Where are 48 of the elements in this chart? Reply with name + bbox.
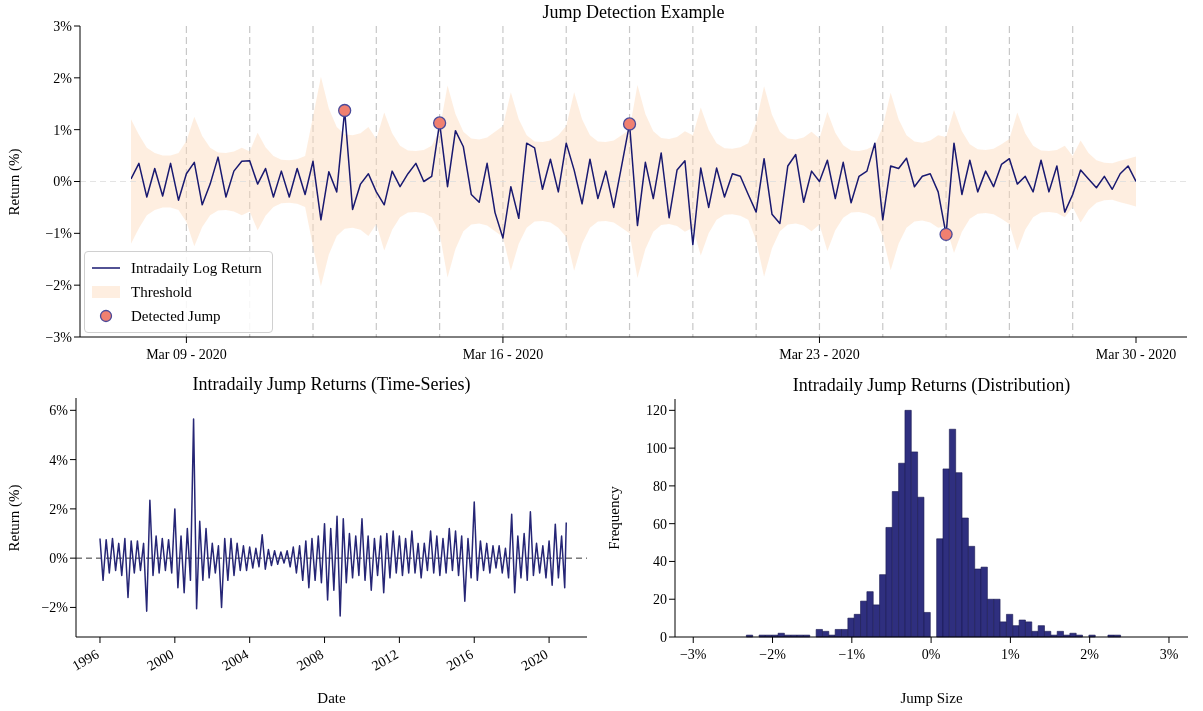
y-tick-label: 0% <box>49 551 69 567</box>
x-tick-label: −2% <box>759 647 787 662</box>
x-tick-label: 2004 <box>219 646 252 674</box>
y-axis-title: Frequency <box>605 486 622 550</box>
y-tick-label: −2% <box>41 600 69 616</box>
y-axis-title: Return (%) <box>5 147 22 216</box>
y-tick-label: 6% <box>49 403 69 419</box>
y-tick-label: 120 <box>646 403 667 419</box>
x-tick-label: −1% <box>838 647 866 662</box>
y-tick-label: 20 <box>653 592 667 608</box>
x-tick-label: 2008 <box>294 646 327 674</box>
y-tick-label: −3% <box>45 329 73 345</box>
x-axis-title: Jump Size <box>900 690 963 706</box>
x-tick-label: 1% <box>1001 647 1021 662</box>
x-tick-label: 2020 <box>518 646 551 674</box>
x-tick-label: 2016 <box>443 646 476 674</box>
chart-title: Intradaily Jump Returns (Distribution) <box>792 375 1071 395</box>
y-tick-label: 0% <box>53 174 73 190</box>
chart-title: Jump Detection Example <box>542 2 725 22</box>
y-tick-label: 100 <box>646 441 667 457</box>
x-tick-label: 3% <box>1159 647 1179 662</box>
y-tick-label: 3% <box>53 18 73 34</box>
x-tick-label: Mar 30 - 2020 <box>1095 347 1177 362</box>
legend-label: Detected Jump <box>131 307 221 325</box>
x-tick-label: 1996 <box>69 646 102 674</box>
y-axis-title: Return (%) <box>5 483 22 552</box>
x-tick-label: 2000 <box>144 646 177 674</box>
y-tick-label: 1% <box>53 122 73 138</box>
y-tick-label: 40 <box>653 554 667 570</box>
y-tick-label: 80 <box>653 478 667 494</box>
x-tick-label: Mar 23 - 2020 <box>779 347 860 362</box>
chart-title: Intradaily Jump Returns (Time-Series) <box>192 374 471 394</box>
y-tick-label: −2% <box>45 278 73 294</box>
x-axis-title: Date <box>317 690 346 706</box>
y-tick-label: 4% <box>49 452 69 468</box>
y-tick-label: 60 <box>653 516 667 532</box>
y-tick-label: 2% <box>49 501 69 517</box>
legend-label: Intradaily Log Return <box>131 259 262 277</box>
x-tick-label: 2% <box>1080 647 1100 662</box>
x-tick-label: 2012 <box>369 646 401 674</box>
annotation: Threshold <box>131 283 192 301</box>
x-tick-label: −3% <box>679 647 707 662</box>
y-tick-label: −1% <box>45 226 73 242</box>
y-tick-label: 0 <box>660 629 667 645</box>
x-tick-label: 0% <box>921 647 941 662</box>
y-tick-label: 2% <box>53 70 73 86</box>
x-tick-label: Mar 09 - 2020 <box>146 347 227 362</box>
x-tick-label: Mar 16 - 2020 <box>462 347 544 362</box>
